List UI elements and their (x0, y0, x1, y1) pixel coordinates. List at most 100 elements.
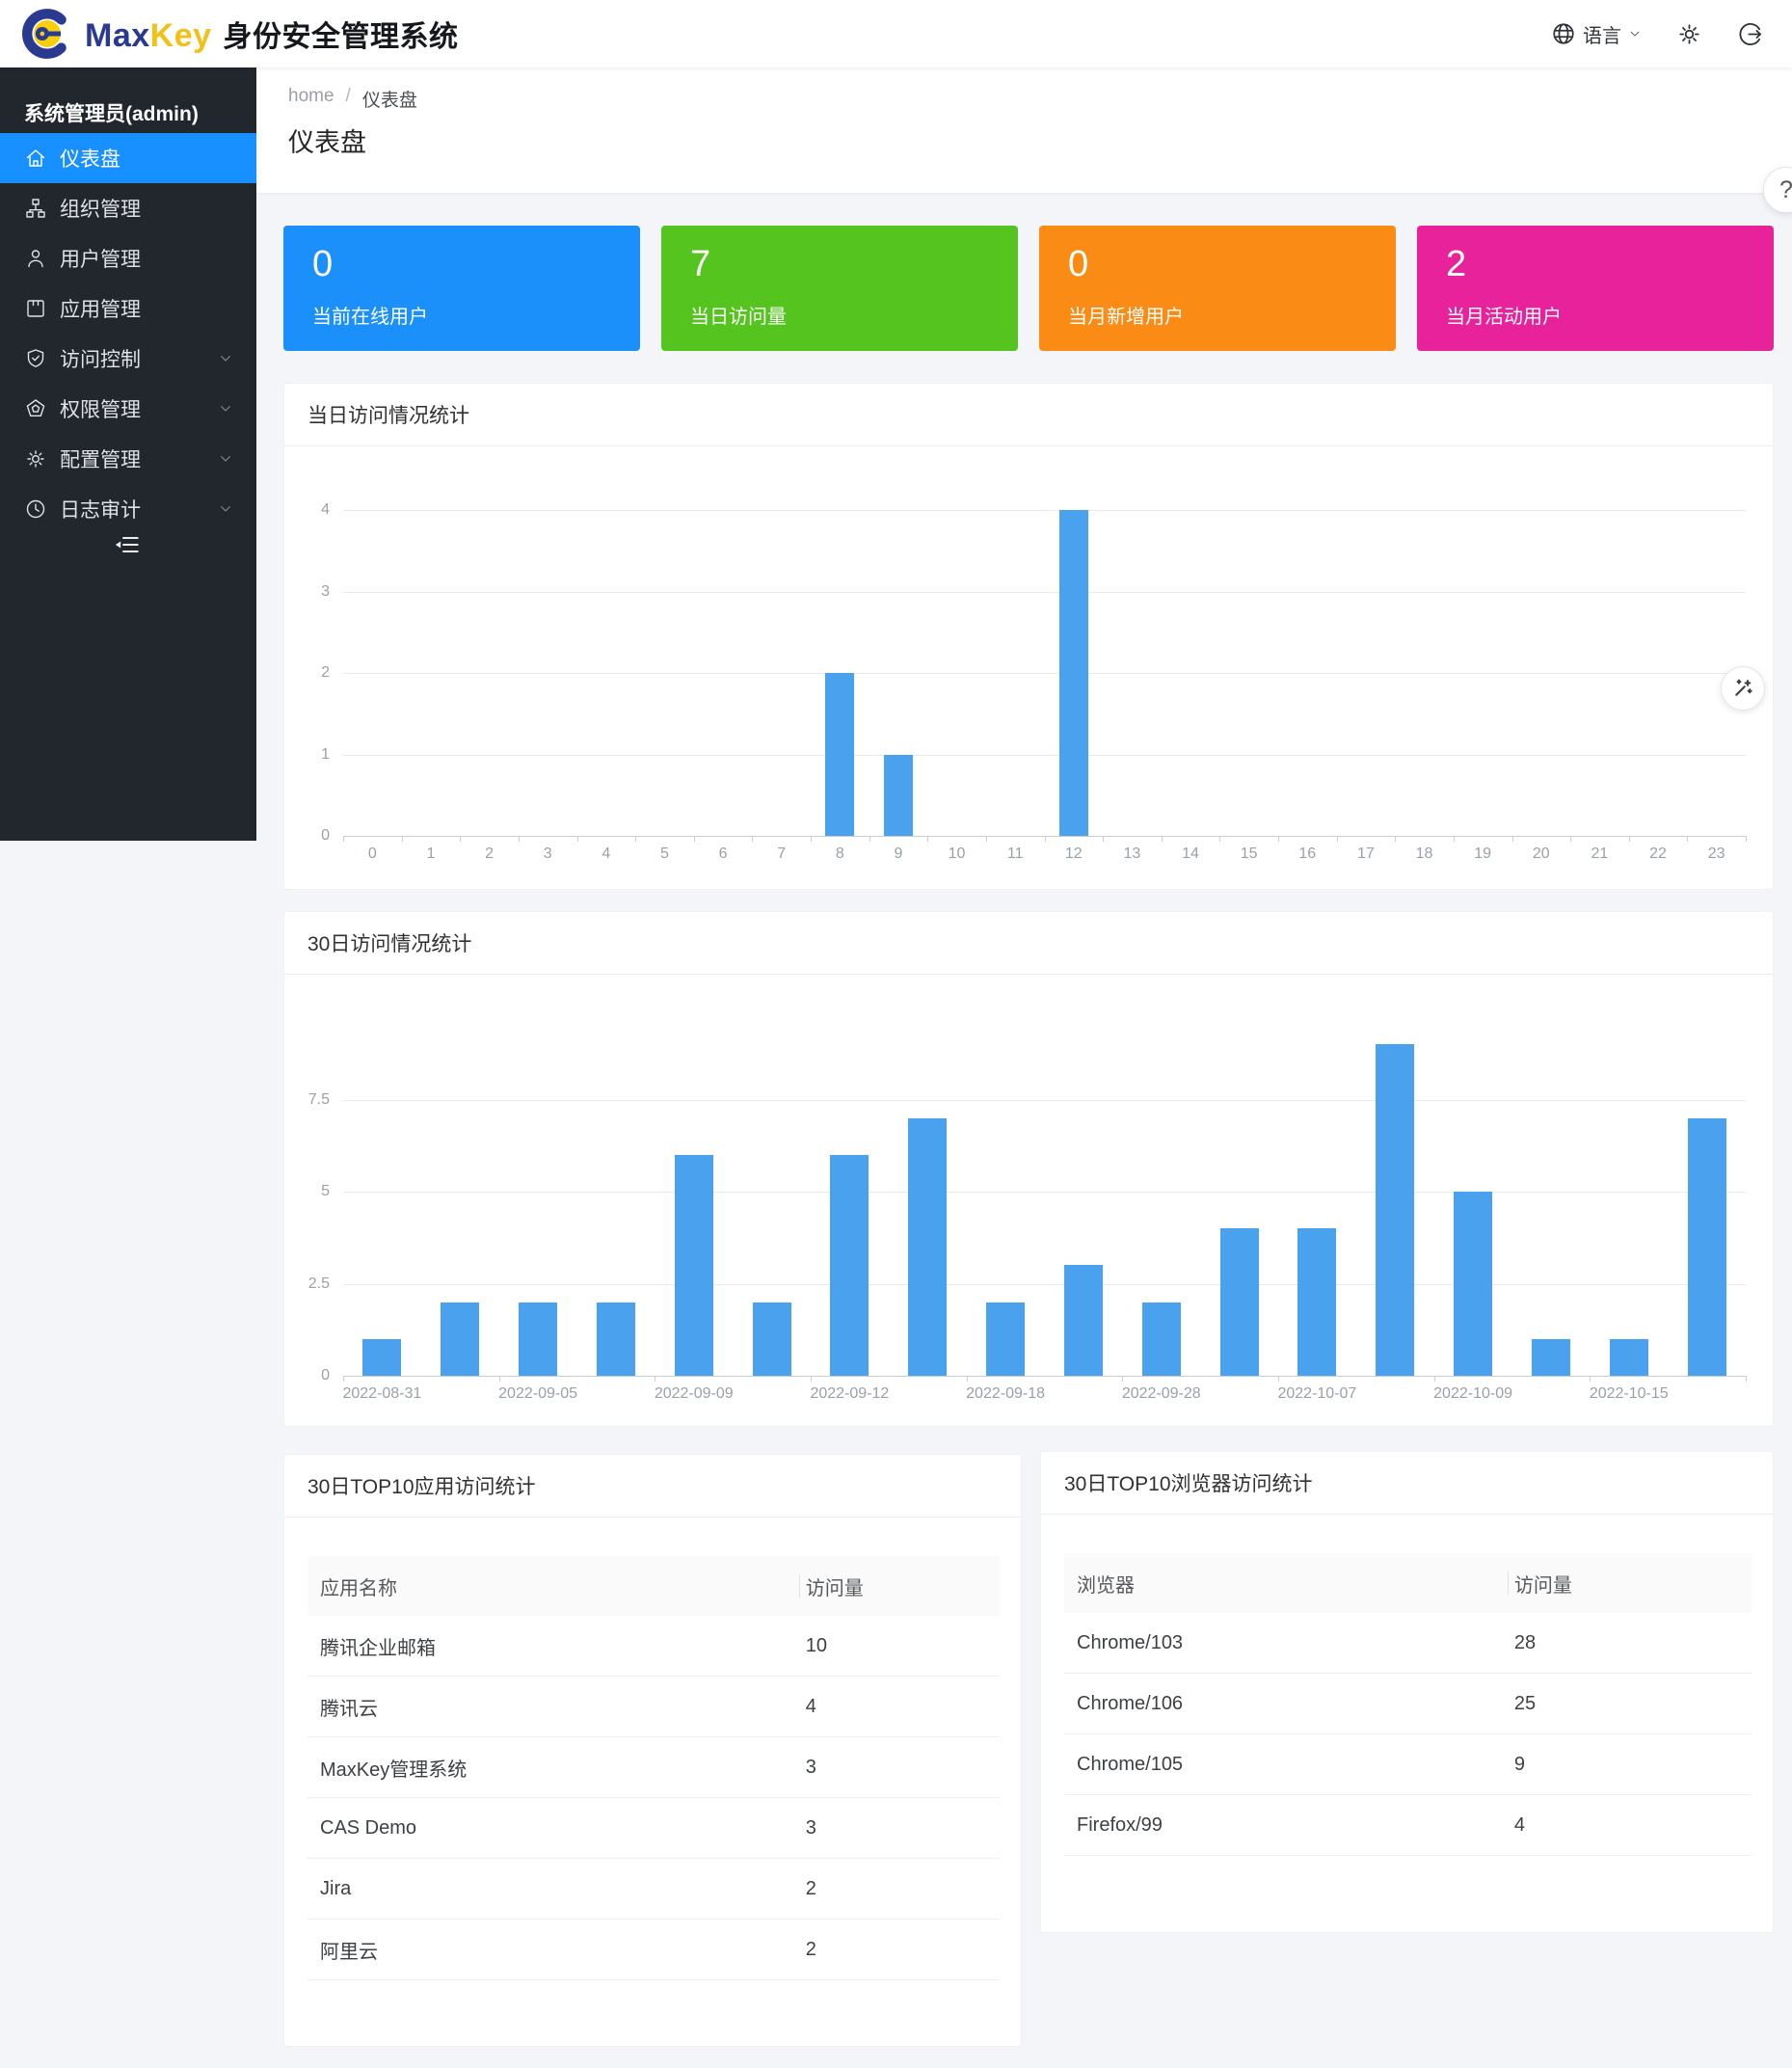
y-axis-tick-label: 2 (321, 664, 330, 681)
monthly-visits-title: 30日访问情况统计 (308, 933, 472, 955)
stat-card-monthly-new-users: 0 当月新增用户 (1039, 226, 1396, 351)
x-axis-tick (1219, 836, 1221, 842)
table-row: 阿里云 2 (308, 1920, 1000, 1980)
sidebar-item-label: 访问控制 (60, 349, 141, 371)
x-axis-tick (1746, 1376, 1747, 1382)
x-axis-tick (1590, 1376, 1591, 1382)
sidebar-item-label: 用户管理 (60, 249, 141, 271)
x-axis-tick-label: 9 (894, 846, 903, 862)
org-icon (24, 197, 47, 220)
user-icon (24, 247, 47, 270)
x-axis-tick (693, 836, 695, 842)
x-axis-tick-label: 2022-10-09 (1433, 1385, 1512, 1402)
bar (519, 1302, 558, 1376)
bar (1141, 1302, 1181, 1376)
x-axis-tick-label: 22 (1649, 846, 1667, 862)
header-actions: 语言 (1551, 0, 1763, 67)
sidebar-item-dashboard[interactable]: 仪表盘 (0, 133, 256, 183)
monthly-visits-panel: 30日访问情况统计 0 2.5 5 7.5 2022-08-31 2022-09-05 20… (283, 911, 1774, 1427)
menu-fold-icon[interactable] (113, 531, 140, 558)
table-cell-value: 10 (805, 1634, 828, 1656)
x-axis-tick (401, 836, 403, 842)
top-apps-title: 30日TOP10应用访问统计 (308, 1476, 536, 1498)
x-axis-tick (966, 1376, 968, 1382)
sidebar-item-applications[interactable]: 应用管理 (0, 283, 256, 334)
x-axis-tick-label: 1 (426, 846, 436, 862)
table-cell-name: 腾讯云 (320, 1698, 378, 1720)
daily-visits-title: 当日访问情况统计 (308, 405, 469, 427)
gridline (343, 1283, 1746, 1285)
gridline (343, 754, 1746, 756)
x-axis-tick-label: 4 (602, 846, 611, 862)
table-cell-name: MaxKey管理系统 (320, 1759, 468, 1781)
sidebar-item-organizations[interactable]: 组织管理 (0, 183, 256, 233)
x-axis-tick-label: 2022-09-09 (654, 1385, 734, 1402)
table-cell-value: 3 (805, 1756, 816, 1778)
logout-icon[interactable] (1737, 21, 1763, 47)
x-axis-tick-label: 11 (1006, 846, 1024, 862)
table-header-row: 浏览器 访问量 (1064, 1553, 1752, 1613)
y-axis-tick-label: 1 (321, 745, 330, 763)
x-axis-tick (576, 836, 578, 842)
stat-card-monthly-active-users: 2 当月活动用户 (1417, 226, 1774, 351)
stat-value: 2 (1446, 244, 1467, 284)
x-axis-tick (635, 836, 637, 842)
panel-divider (284, 974, 1773, 975)
x-axis-tick (1161, 836, 1163, 842)
breadcrumb-separator: / (345, 86, 351, 106)
column-header: 访问量 (1513, 1574, 1572, 1597)
brand-product: 身份安全管理系统 (223, 21, 459, 53)
x-axis-tick (1433, 1376, 1435, 1382)
bar (1063, 1265, 1103, 1376)
language-menu[interactable]: 语言 (1551, 20, 1642, 48)
table-cell-value: 4 (1513, 1813, 1525, 1836)
sidebar-item-audit-log[interactable]: 日志审计 (0, 484, 256, 534)
bar (1058, 510, 1088, 836)
bar (441, 1302, 480, 1376)
x-axis-tick-label: 2 (485, 846, 495, 862)
x-axis-tick-label: 16 (1298, 846, 1317, 862)
table-row: CAS Demo 3 (308, 1798, 1000, 1859)
sidebar-item-access-control[interactable]: 访问控制 (0, 334, 256, 384)
daily-visits-panel: 当日访问情况统计 0 1 2 3 4 0 1 2 3 4 5 6 7 8 9 10 11 12 13 14 15 16 17… (283, 383, 1774, 890)
y-axis-tick-label: 7.5 (308, 1090, 330, 1108)
breadcrumb-home-link[interactable]: home (288, 86, 334, 106)
gridline (343, 510, 1746, 511)
table-cell-name: 腾讯企业邮箱 (320, 1637, 436, 1659)
stat-label: 当日访问量 (690, 307, 787, 328)
x-axis-tick-label: 10 (948, 846, 966, 862)
y-axis-tick-label: 0 (321, 827, 330, 844)
table-row: Chrome/106 25 (1064, 1674, 1752, 1734)
settings-gear-icon[interactable] (1676, 21, 1702, 47)
theme-wand-button[interactable] (1721, 666, 1765, 711)
x-axis-tick (1278, 836, 1279, 842)
bar (674, 1154, 713, 1376)
x-axis-tick (752, 836, 754, 842)
x-axis-tick-label: 7 (777, 846, 787, 862)
breadcrumb-current: 仪表盘 (361, 91, 417, 111)
y-axis-tick-label: 2.5 (308, 1275, 330, 1292)
x-axis-tick (1746, 836, 1747, 842)
sidebar-item-users[interactable]: 用户管理 (0, 233, 256, 283)
x-axis-tick (1278, 1376, 1279, 1382)
clock-icon (24, 497, 47, 521)
x-axis-tick-label: 19 (1474, 846, 1492, 862)
x-axis-tick (1044, 836, 1046, 842)
sidebar-item-configuration[interactable]: 配置管理 (0, 434, 256, 484)
bar (1219, 1228, 1259, 1376)
x-axis-tick (343, 1376, 344, 1382)
bar (1687, 1117, 1726, 1376)
y-axis-tick-label: 5 (321, 1183, 330, 1199)
bar (752, 1302, 791, 1376)
y-axis-tick-label: 4 (321, 501, 330, 518)
panel-divider (284, 445, 1773, 446)
bar (830, 1154, 869, 1376)
x-axis-tick-label: 3 (543, 846, 552, 862)
chevron-down-icon (218, 351, 233, 366)
sidebar-item-permissions[interactable]: 权限管理 (0, 384, 256, 434)
top-browsers-table: 浏览器 访问量 Chrome/103 28 Chrome/106 25 Chrome/105… (1064, 1553, 1752, 1856)
bar (883, 754, 913, 836)
table-cell-name: Jira (320, 1877, 352, 1899)
brand-name: MaxKey 身份安全管理系统 (85, 13, 459, 55)
column-separator (1507, 1571, 1509, 1596)
